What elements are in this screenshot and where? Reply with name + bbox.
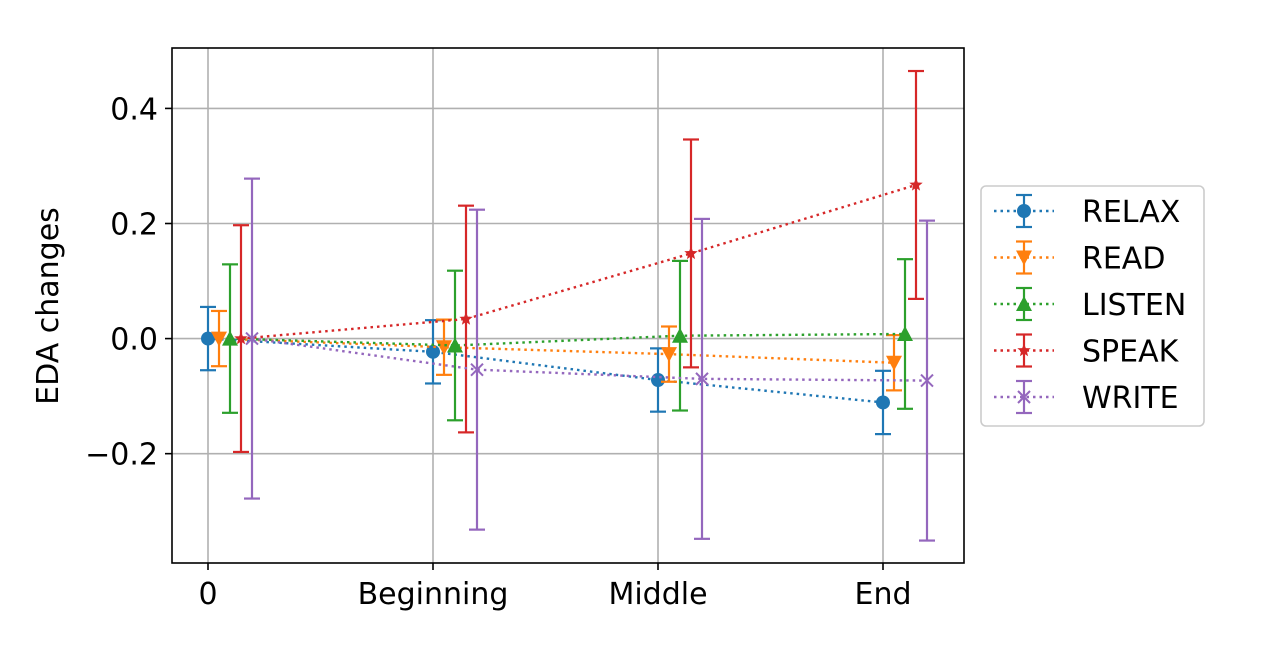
series-speak xyxy=(233,69,924,454)
y-tick-label: 0.4 xyxy=(110,92,158,127)
series-line-listen xyxy=(229,332,906,347)
y-tick-label: 0.2 xyxy=(110,208,158,243)
data-point-listen xyxy=(447,337,463,353)
data-point-write xyxy=(470,362,484,377)
x-tick-label: Beginning xyxy=(358,577,509,612)
plot-frame xyxy=(171,47,965,564)
marker-stroke xyxy=(1017,390,1031,404)
y-axis-label: EDA changes xyxy=(31,207,66,405)
x-tick-label: 0 xyxy=(198,577,217,612)
series-listen xyxy=(222,258,913,422)
axes: 0 Beginning Middle End −0.2 0.0 0.2 0.4 xyxy=(85,92,911,612)
series-read xyxy=(211,309,902,392)
grid xyxy=(172,48,964,563)
marker-stroke xyxy=(245,331,259,346)
legend-label: LISTEN xyxy=(1082,288,1186,323)
series-write xyxy=(244,177,935,542)
legend: RELAX READ LISTEN SPEAK WRITE xyxy=(980,185,1205,427)
series-layer xyxy=(200,69,935,542)
legend-marker xyxy=(1017,390,1031,404)
legend-marker xyxy=(1016,250,1032,266)
y-tick-label: 0.0 xyxy=(110,323,158,358)
legend-label: RELAX xyxy=(1082,195,1180,230)
marker-stroke xyxy=(920,373,934,388)
data-point-speak xyxy=(234,331,248,345)
x-tick-label: Middle xyxy=(608,577,707,612)
data-point-read xyxy=(661,347,677,363)
series-line-read xyxy=(218,337,895,364)
data-point-listen xyxy=(672,327,688,343)
data-point-write xyxy=(920,373,934,388)
legend-item-speak: SPEAK xyxy=(994,333,1180,370)
data-point-listen xyxy=(897,325,913,341)
series-relax xyxy=(200,305,891,436)
marker-stroke xyxy=(470,362,484,377)
series-line-speak xyxy=(240,183,917,340)
legend-item-write: WRITE xyxy=(994,379,1179,416)
data-point-relax xyxy=(651,373,665,388)
x-tick-label: End xyxy=(854,577,911,612)
data-point-relax xyxy=(426,344,440,359)
data-point-speak xyxy=(909,177,923,191)
data-point-speak xyxy=(684,246,698,260)
data-point-relax xyxy=(201,331,215,346)
legend-item-read: READ xyxy=(994,240,1165,277)
marker-stroke xyxy=(695,372,709,386)
legend-label: WRITE xyxy=(1082,381,1179,416)
y-tick-label: −0.2 xyxy=(85,438,158,473)
data-point-write xyxy=(695,372,709,386)
legend-item-listen: LISTEN xyxy=(994,286,1186,323)
data-point-read xyxy=(886,355,902,371)
data-point-write xyxy=(245,331,259,346)
series-line-write xyxy=(251,337,928,382)
data-point-relax xyxy=(876,395,890,410)
legend-label: SPEAK xyxy=(1082,335,1180,370)
series-line-relax xyxy=(207,337,884,404)
data-point-listen xyxy=(222,330,238,346)
legend-marker xyxy=(1017,343,1031,357)
legend-box xyxy=(980,185,1205,427)
data-point-read xyxy=(211,331,227,347)
legend-marker xyxy=(1016,296,1032,311)
data-point-speak xyxy=(459,312,473,325)
legend-label: READ xyxy=(1082,242,1165,277)
legend-marker xyxy=(1017,204,1031,218)
legend-item-relax: RELAX xyxy=(994,193,1180,230)
